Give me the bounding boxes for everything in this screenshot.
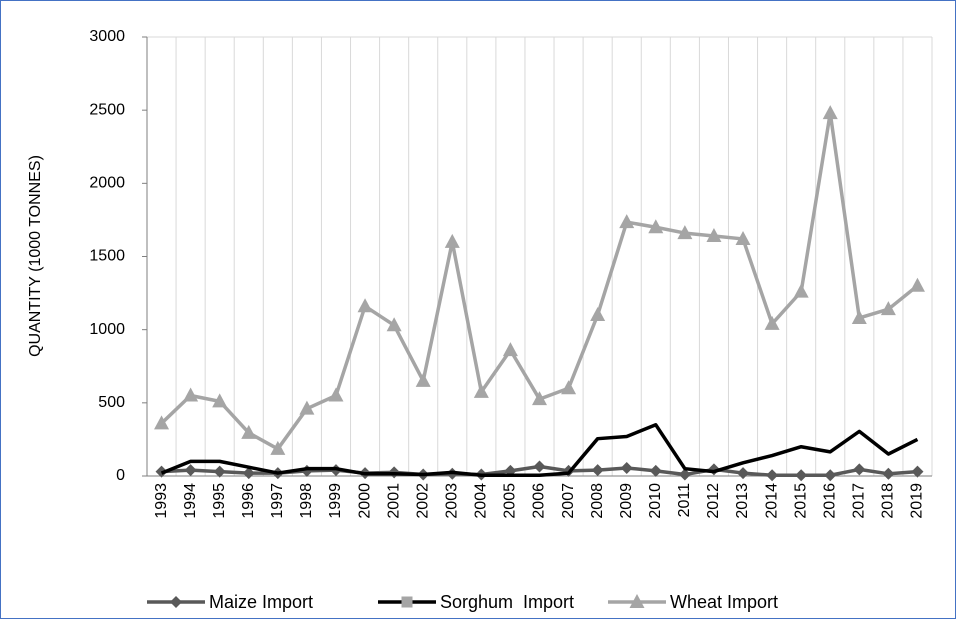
x-tick-label: 1997 [269, 483, 286, 519]
point-marker [473, 383, 489, 398]
point-marker [183, 387, 199, 402]
point-marker [911, 465, 924, 478]
x-tick-label: 2013 [734, 483, 751, 519]
point-marker [444, 233, 460, 248]
x-tick-label: 1995 [211, 483, 228, 519]
point-marker [590, 307, 606, 322]
x-tick-label: 1996 [240, 483, 257, 519]
point-marker [909, 277, 925, 292]
point-marker [502, 342, 518, 357]
x-tick-label: 2016 [821, 483, 838, 519]
point-marker [851, 309, 867, 324]
point-marker [737, 467, 750, 480]
point-marker [533, 460, 546, 473]
x-tick-label: 2007 [560, 483, 577, 519]
point-marker [386, 317, 402, 332]
point-marker [184, 464, 197, 477]
y-tick-label: 1500 [89, 248, 125, 265]
point-marker [649, 464, 662, 477]
point-marker [242, 467, 255, 480]
point-marker [824, 469, 837, 482]
x-tick-label: 2001 [385, 483, 402, 519]
point-marker [735, 230, 751, 245]
point-marker [706, 228, 722, 243]
point-marker [793, 283, 809, 298]
point-marker [677, 225, 693, 240]
point-marker [561, 380, 577, 395]
x-tick-label: 1999 [327, 483, 344, 519]
point-marker [882, 467, 895, 480]
y-tick-label: 2500 [89, 101, 125, 118]
point-marker [853, 463, 866, 476]
point-marker [357, 298, 373, 313]
legend-marker [170, 596, 182, 608]
legend-label: Sorghum Import [440, 592, 574, 612]
x-tick-label: 1993 [153, 483, 170, 519]
point-marker [328, 387, 344, 402]
x-tick-label: 2003 [443, 483, 460, 519]
y-tick-label: 500 [98, 394, 125, 411]
x-tick-label: 2009 [618, 483, 635, 519]
legend-marker [629, 594, 645, 608]
series-line [160, 423, 919, 478]
point-marker [880, 301, 896, 316]
point-marker [241, 424, 257, 439]
x-tick-label: 2019 [909, 483, 926, 519]
point-marker [764, 315, 780, 330]
x-tick-label: 2005 [502, 483, 519, 519]
point-marker [212, 393, 228, 408]
point-marker [795, 469, 808, 482]
point-marker [822, 105, 838, 120]
x-tick-label: 2006 [531, 483, 548, 519]
y-axis-label: QUANTITY (1000 TONNES) [27, 155, 44, 357]
point-marker [678, 468, 691, 481]
point-marker [154, 415, 170, 430]
legend-label: Maize Import [209, 592, 313, 612]
x-tick-label: 2014 [763, 483, 780, 519]
point-marker [620, 461, 633, 474]
x-tick-label: 2002 [414, 483, 431, 519]
x-tick-label: 2004 [473, 483, 490, 519]
y-tick-label: 3000 [89, 28, 125, 45]
point-marker [270, 440, 286, 455]
y-tick-label: 0 [116, 467, 125, 484]
x-tick-label: 2018 [880, 483, 897, 519]
x-tick-label: 2012 [705, 483, 722, 519]
x-tick-label: 2017 [851, 483, 868, 519]
x-tick-label: 1994 [182, 483, 199, 519]
point-marker [619, 214, 635, 229]
y-tick-label: 2000 [89, 175, 125, 192]
x-tick-label: 1998 [298, 483, 315, 519]
point-marker [532, 391, 547, 406]
point-marker [648, 219, 664, 234]
point-marker [415, 372, 431, 387]
x-tick-label: 2010 [647, 483, 664, 519]
legend-marker [401, 596, 413, 608]
x-tick-label: 2000 [356, 483, 373, 519]
point-marker [591, 464, 604, 477]
x-tick-label: 2008 [589, 483, 606, 519]
point-marker [299, 400, 315, 415]
x-tick-label: 2011 [676, 483, 693, 518]
point-marker [766, 469, 779, 482]
point-marker [213, 465, 226, 478]
x-tick-label: 2015 [792, 483, 809, 519]
legend-label: Wheat Import [670, 592, 778, 612]
y-tick-label: 1000 [89, 321, 125, 338]
